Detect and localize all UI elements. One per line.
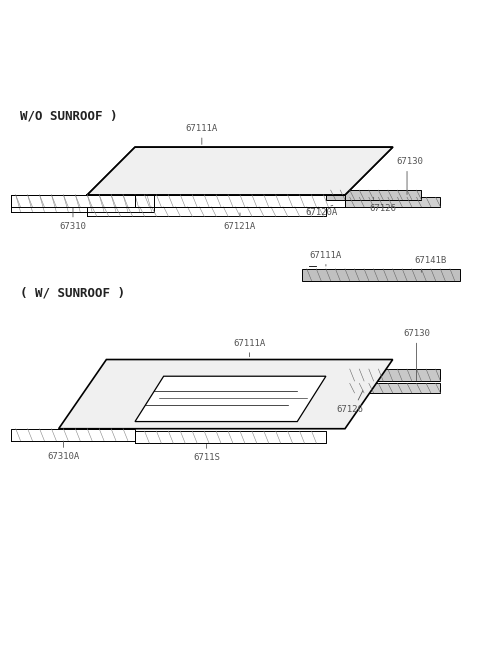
Polygon shape	[302, 269, 459, 281]
Text: 67126: 67126	[336, 405, 363, 414]
Text: 67141B: 67141B	[415, 256, 447, 265]
Text: 67121A: 67121A	[224, 221, 256, 231]
Text: 67111A: 67111A	[310, 251, 342, 260]
Text: 67120A: 67120A	[305, 208, 337, 217]
Polygon shape	[87, 147, 393, 195]
Polygon shape	[345, 384, 441, 393]
Polygon shape	[345, 197, 441, 207]
Text: 67310: 67310	[60, 221, 86, 231]
Polygon shape	[326, 190, 421, 200]
Polygon shape	[135, 376, 326, 422]
Text: 67126: 67126	[370, 204, 396, 214]
Text: 67130: 67130	[396, 157, 423, 166]
Text: 67310A: 67310A	[48, 452, 80, 461]
Text: 6711S: 6711S	[193, 453, 220, 462]
Polygon shape	[345, 369, 441, 381]
Text: 67130: 67130	[403, 329, 430, 338]
Text: 67111A: 67111A	[186, 124, 218, 133]
Text: W/O SUNROOF ): W/O SUNROOF )	[21, 110, 118, 123]
Polygon shape	[59, 359, 393, 429]
Text: ( W/ SUNROOF ): ( W/ SUNROOF )	[21, 286, 125, 299]
Text: 67111A: 67111A	[233, 338, 265, 348]
